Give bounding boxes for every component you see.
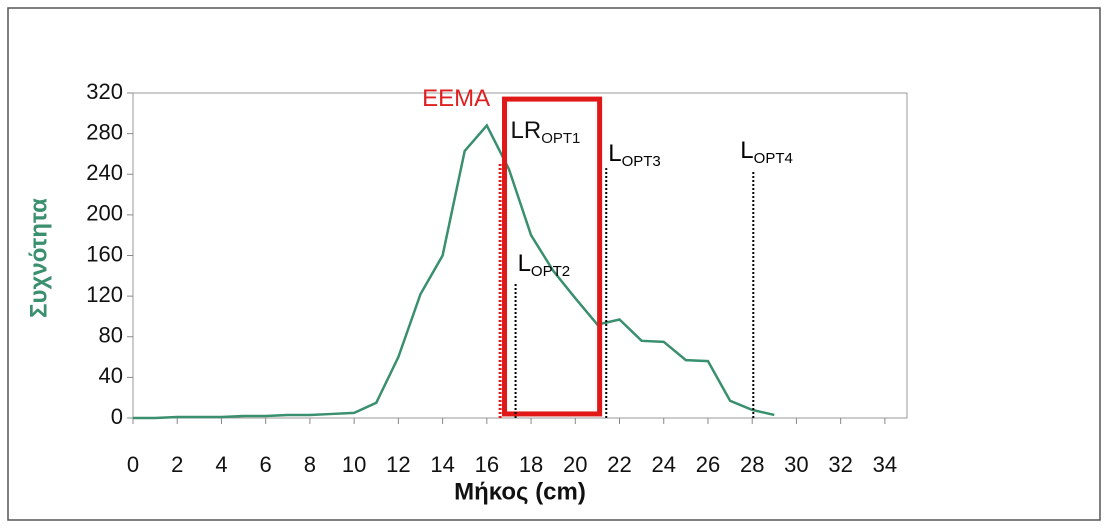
- x-tick-label: 22: [607, 452, 631, 477]
- x-axis-label: Μήκος (cm): [454, 478, 586, 505]
- annotation-text: L: [518, 250, 531, 277]
- annotation-text: L: [608, 141, 621, 168]
- x-tick-label: 30: [784, 452, 808, 477]
- annotation-label: LOPT2: [518, 250, 571, 280]
- x-tick-label: 6: [260, 452, 272, 477]
- x-tick-label: 24: [652, 452, 676, 477]
- y-tick-label: 160: [86, 241, 123, 266]
- x-tick-label: 34: [873, 452, 897, 477]
- annotation-text: LR: [511, 117, 542, 144]
- annotation-subscript: OPT4: [754, 150, 793, 167]
- x-tick-label: 26: [696, 452, 720, 477]
- y-tick-label: 320: [86, 79, 123, 104]
- x-tick-label: 0: [127, 452, 139, 477]
- y-tick-label: 0: [111, 404, 123, 429]
- highlight-box: [502, 96, 603, 417]
- y-tick-label: 280: [86, 119, 123, 144]
- x-tick-label: 12: [386, 452, 410, 477]
- x-tick-label: 16: [475, 452, 499, 477]
- y-tick-label: 200: [86, 201, 123, 226]
- y-axis-label: Συχνότητα: [25, 198, 52, 318]
- y-tick-label: 240: [86, 160, 123, 185]
- x-tick-label: 18: [519, 452, 543, 477]
- annotation-subscript: OPT2: [531, 263, 570, 280]
- y-tick-label: 80: [99, 323, 123, 348]
- annotation-subscript: OPT1: [541, 130, 580, 147]
- x-tick-label: 32: [828, 452, 852, 477]
- data-line: [133, 123, 775, 420]
- x-tick-label: 20: [563, 452, 587, 477]
- annotation-subscript: OPT3: [622, 153, 661, 170]
- x-tick-label: 14: [430, 452, 454, 477]
- x-tick-label: 4: [215, 452, 227, 477]
- x-tick-label: 2: [171, 452, 183, 477]
- annotation-label: LOPT4: [740, 138, 793, 168]
- annotation-text: L: [740, 138, 753, 165]
- annotation-label: EEMA: [422, 85, 490, 112]
- y-tick-label: 120: [86, 282, 123, 307]
- annotation-label: LROPT1: [511, 117, 581, 147]
- x-tick-label: 10: [342, 452, 366, 477]
- annotation-label: LOPT3: [608, 141, 661, 171]
- annotation-text: EEMA: [422, 85, 490, 112]
- y-tick-label: 40: [99, 363, 123, 388]
- x-tick-label: 28: [740, 452, 764, 477]
- x-tick-label: 8: [304, 452, 316, 477]
